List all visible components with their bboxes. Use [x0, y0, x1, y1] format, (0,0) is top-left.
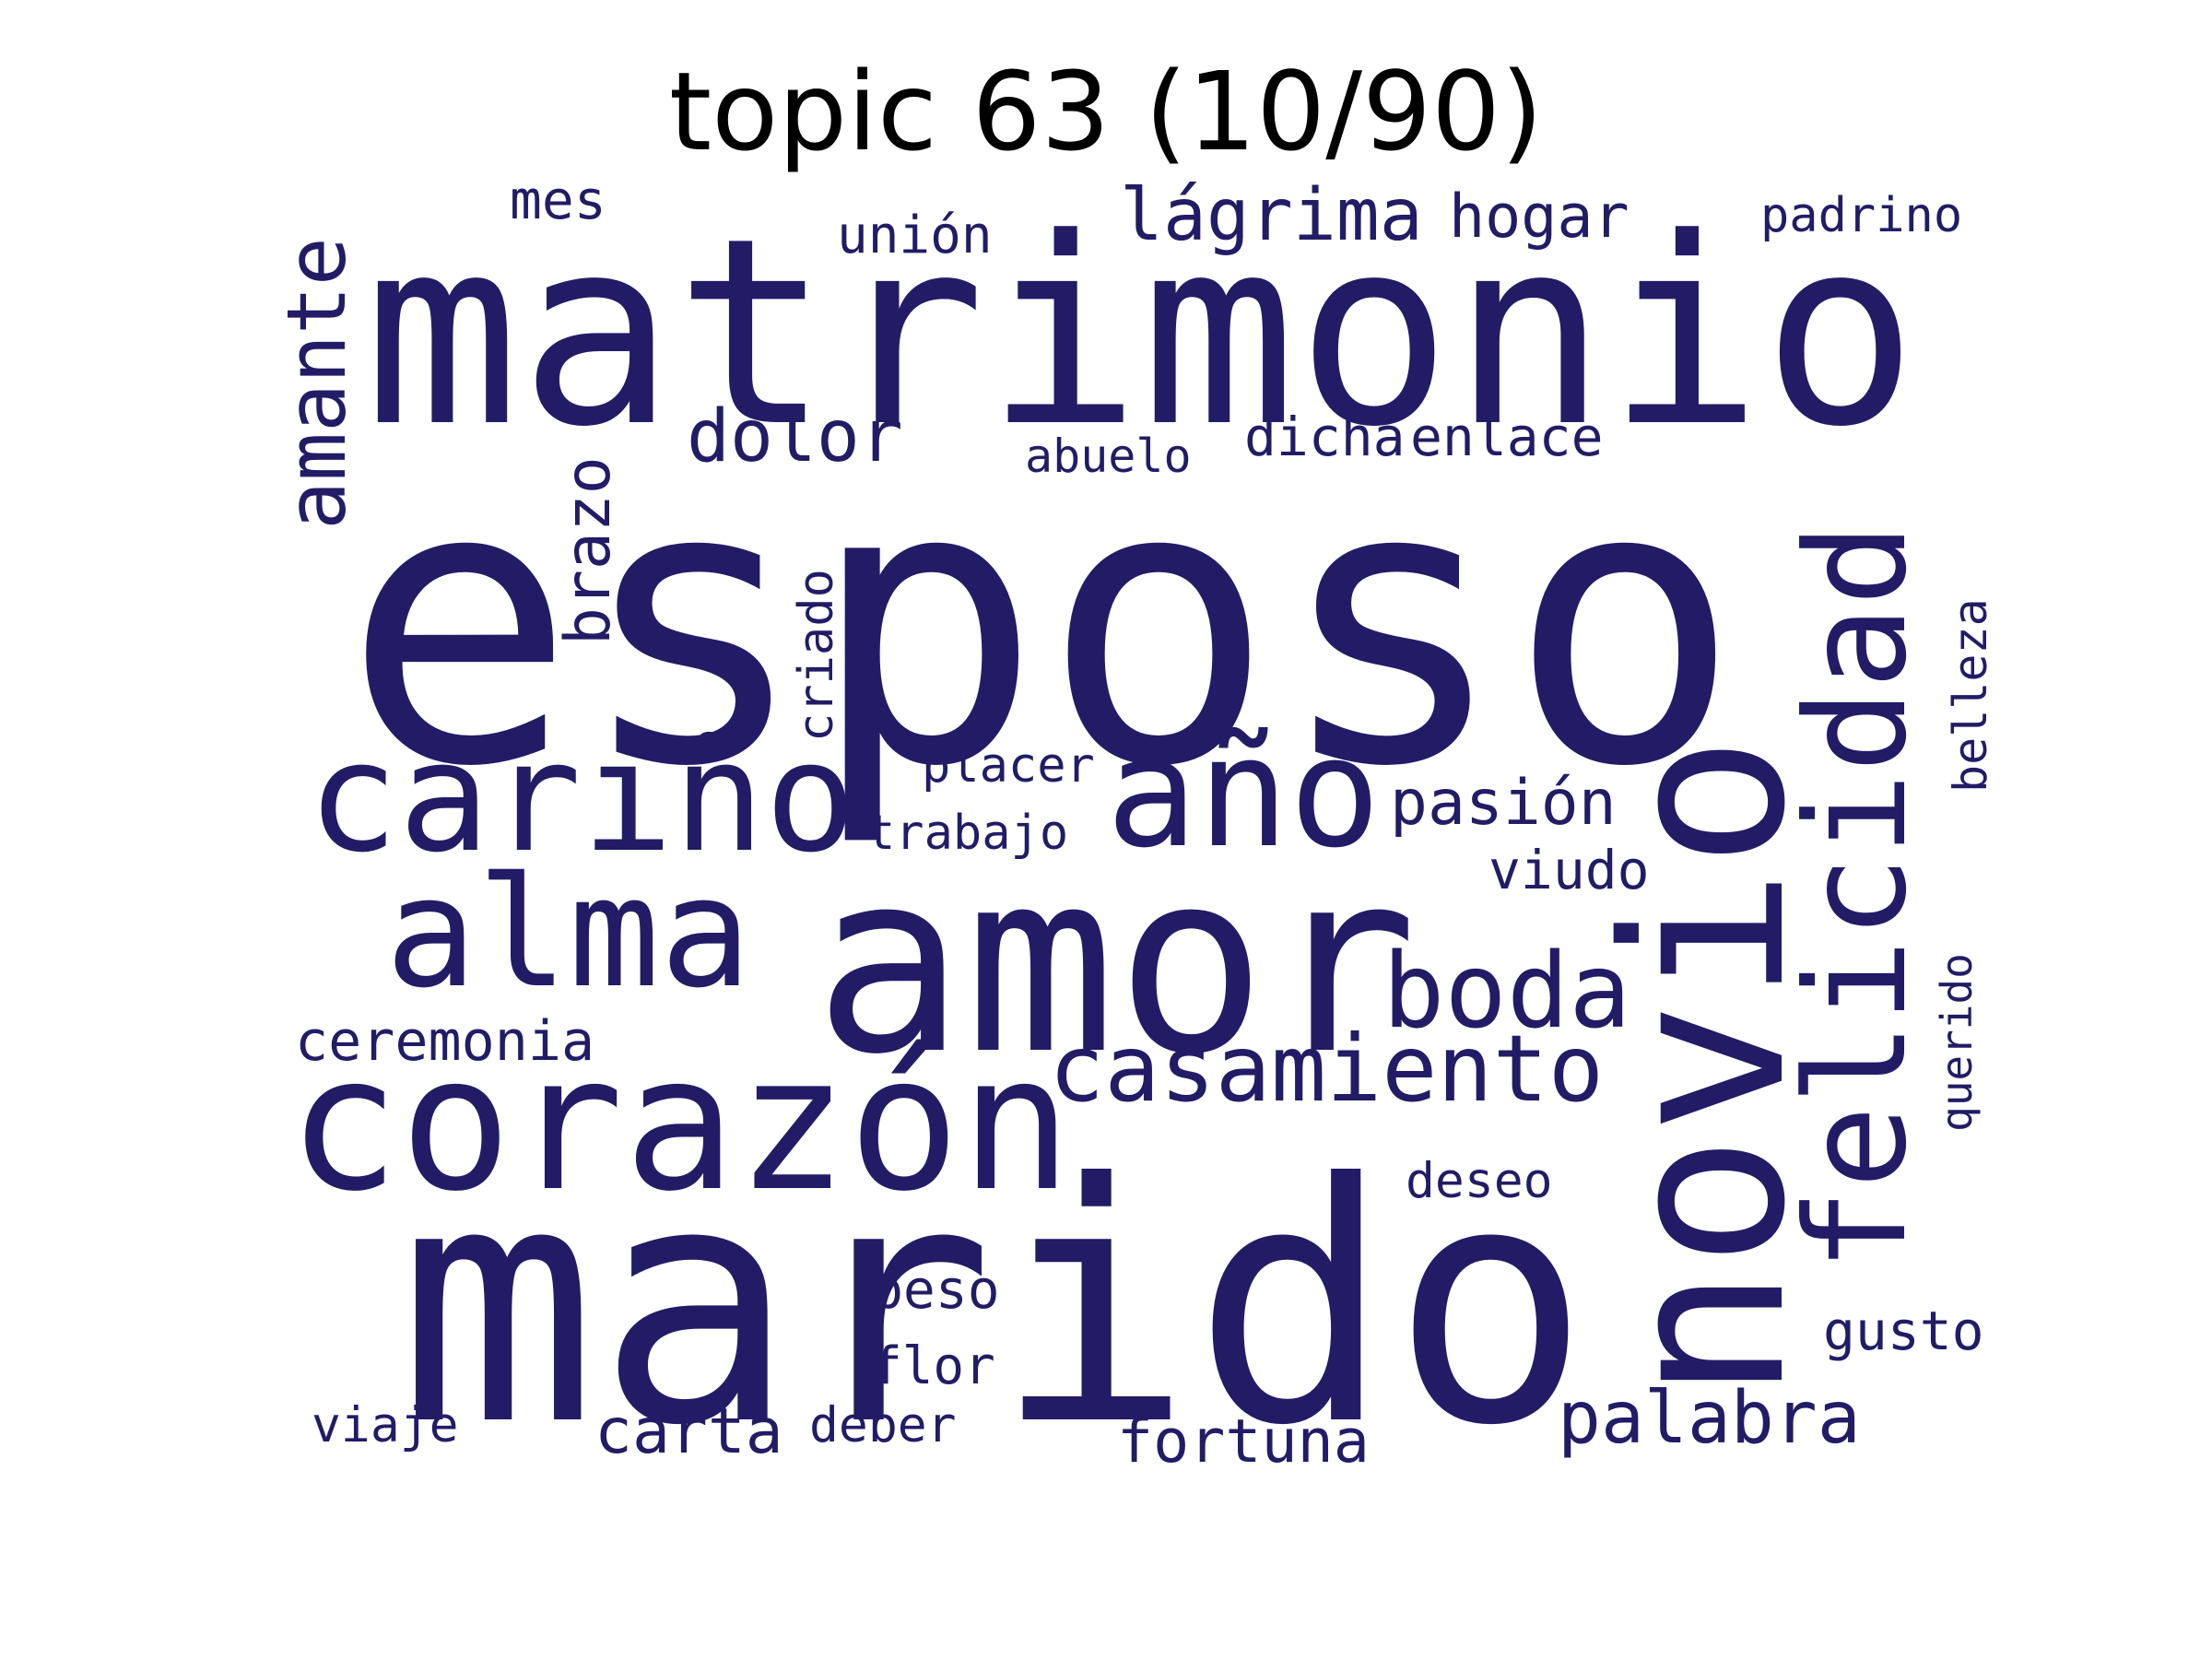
word-casamiento: casamiento	[1049, 1015, 1605, 1123]
word-placer: placer	[922, 738, 1095, 794]
word-marido: marido	[398, 1114, 1591, 1498]
word-amante: amante	[269, 237, 364, 530]
word-deseo: deseo	[1406, 1153, 1553, 1209]
word-hogar: hogar	[1449, 182, 1630, 252]
word-viudo: viudo	[1488, 839, 1650, 901]
word-brazo: brazo	[552, 456, 625, 645]
word-pasion: pasión	[1390, 767, 1617, 840]
word-criado: criado	[789, 569, 844, 742]
word-ano: año	[1106, 704, 1382, 881]
word-union: unión	[837, 206, 993, 265]
word-flor: flor	[871, 1336, 995, 1396]
word-gusto: gusto	[1823, 1300, 1984, 1362]
word-dicha: dicha	[1244, 406, 1406, 468]
word-querido: querido	[1932, 953, 1982, 1132]
word-dolor: dolor	[687, 395, 903, 478]
topic-title: topic 63 (10/90)	[668, 48, 1544, 175]
word-mes: mes	[510, 169, 606, 231]
word-corazon: corazón	[288, 1015, 1073, 1232]
word-lagrima: lágrima	[1120, 174, 1423, 257]
word-carta: carta	[594, 1395, 783, 1468]
word-beso: beso	[871, 1258, 1000, 1321]
word-alma: alma	[385, 844, 752, 1021]
word-belleza: belleza	[1944, 598, 1997, 793]
word-abuelo: abuelo	[1025, 429, 1192, 483]
word-felicidad: felicidad	[1777, 523, 1937, 1272]
word-esposo: esposo	[343, 401, 1742, 852]
word-matrimonio: matrimonio	[364, 183, 1918, 484]
word-boda: boda	[1382, 932, 1631, 1052]
word-palabra: palabra	[1558, 1377, 1861, 1460]
word-viaje: viaje	[312, 1397, 459, 1453]
word-ceremonia: ceremonia	[295, 1009, 595, 1074]
word-fortuna: fortuna	[1117, 1407, 1370, 1477]
word-enlace: enlace	[1410, 406, 1604, 468]
word-carino: cariño	[307, 709, 857, 886]
word-deber: deber	[809, 1397, 957, 1453]
word-padrino: padrino	[1760, 188, 1963, 243]
word-trabajo: trabajo	[866, 806, 1069, 861]
word-amor: amor	[814, 818, 1418, 1110]
